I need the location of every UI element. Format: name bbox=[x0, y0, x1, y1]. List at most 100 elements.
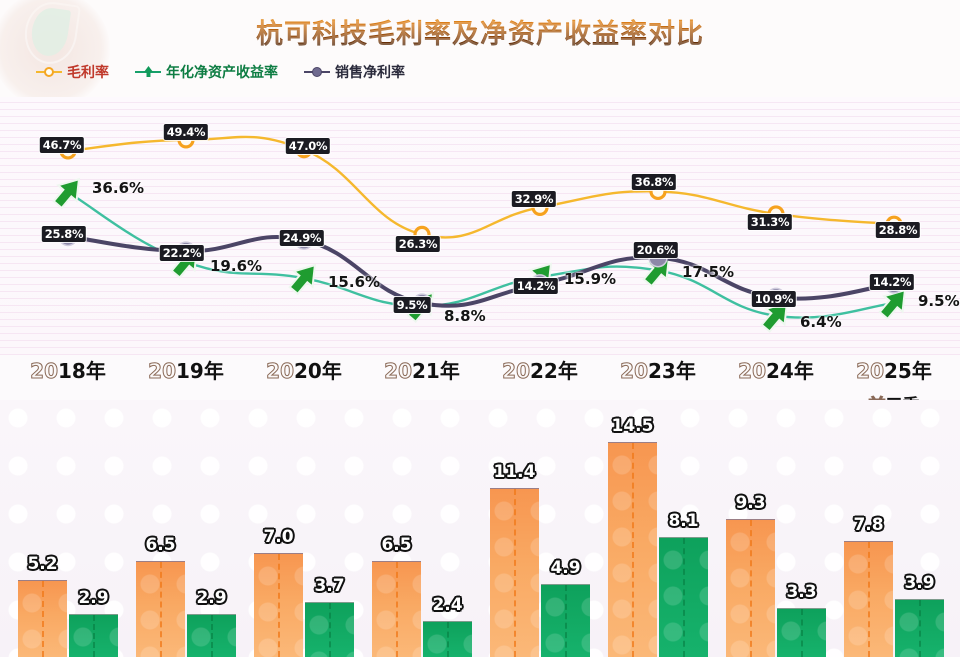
bar-center-dash bbox=[277, 554, 280, 657]
line-data-label: 15.6% bbox=[328, 273, 381, 292]
bar-net-profit bbox=[423, 621, 472, 657]
bar-net-profit bbox=[69, 614, 118, 657]
legend-label-gross-margin: 毛利率 bbox=[67, 65, 109, 81]
bar-center-dash bbox=[41, 580, 44, 657]
line-data-label: 17.5% bbox=[682, 263, 735, 282]
up-arrow-marker-icon bbox=[52, 177, 81, 210]
line-data-label: 26.3% bbox=[395, 236, 441, 253]
bar-center-dash bbox=[564, 585, 567, 657]
line-data-label: 19.6% bbox=[210, 256, 263, 275]
up-arrow-marker-icon bbox=[288, 263, 317, 296]
line-data-label: 49.4% bbox=[163, 123, 209, 140]
line-data-label: 31.3% bbox=[747, 213, 793, 230]
x-axis-tick: 2020年 bbox=[266, 355, 342, 384]
line-data-label: 8.8% bbox=[444, 307, 486, 325]
bar-data-label: 3.9 bbox=[904, 573, 935, 594]
bar-data-label: 2.4 bbox=[432, 595, 463, 616]
legend-label-roe: 年化净资产收益率 bbox=[166, 65, 278, 81]
x-axis-tick-label: 2018年 bbox=[30, 359, 106, 384]
header-banner: 杭可科技毛利率及净资产收益率对比 bbox=[0, 0, 960, 97]
line-data-label: 22.2% bbox=[159, 245, 205, 262]
filled-circle-marker-icon bbox=[304, 66, 330, 78]
x-axis-tick: 2019年 bbox=[148, 355, 224, 384]
x-axis-tick: 2024年 bbox=[738, 355, 814, 384]
page-title: 杭可科技毛利率及净资产收益率对比 bbox=[0, 12, 960, 51]
bar-center-dash bbox=[800, 609, 803, 657]
line-data-label: 28.8% bbox=[875, 222, 921, 239]
legend-label-net-margin: 销售净利率 bbox=[335, 65, 405, 81]
line-data-label: 10.9% bbox=[751, 291, 797, 308]
legend-item-net-margin[interactable]: 销售净利率 bbox=[304, 62, 405, 82]
bar-net-profit bbox=[895, 599, 944, 657]
line-data-label: 6.4% bbox=[800, 312, 842, 331]
x-axis-tick: 2018年 bbox=[30, 355, 106, 384]
x-axis-tick: 2021年 bbox=[384, 355, 460, 384]
bar-gross-profit bbox=[18, 579, 67, 657]
bar-center-dash bbox=[918, 600, 921, 657]
x-axis-tick: 2022年 bbox=[502, 355, 578, 384]
line-data-label: 24.9% bbox=[279, 230, 325, 247]
bar-data-label: 2.9 bbox=[196, 588, 227, 608]
x-axis-tick-label: 2023年 bbox=[620, 359, 696, 384]
up-arrow-marker-icon bbox=[878, 288, 907, 321]
x-axis: 2018年 2019年 2020年 2021年 2022年 2023年 2024年 2025年… bbox=[0, 355, 960, 417]
bar-data-label: 9.3 bbox=[735, 493, 766, 514]
x-axis-tick-label: 2020年 bbox=[266, 359, 342, 384]
x-axis-tick-label: 2021年 bbox=[384, 359, 460, 384]
line-data-label: 9.5% bbox=[918, 292, 960, 311]
bar-data-label: 3.7 bbox=[314, 576, 345, 597]
bar-data-label: 7.8 bbox=[853, 515, 884, 536]
line-data-label: 15.9% bbox=[564, 269, 617, 288]
bar-gross-profit bbox=[608, 442, 657, 657]
bar-net-profit bbox=[305, 602, 354, 657]
bar-data-label: 7.0 bbox=[263, 527, 294, 548]
bar-gross-profit bbox=[372, 560, 421, 657]
line-data-label: 14.2% bbox=[513, 277, 559, 294]
line-series-path bbox=[66, 135, 896, 239]
x-axis-tick-label: 2025年 bbox=[856, 359, 932, 384]
up-arrow-marker-icon bbox=[135, 66, 161, 78]
bar-net-profit bbox=[187, 614, 236, 657]
legend-item-roe[interactable]: 年化净资产收益率 bbox=[135, 62, 278, 82]
watermark-circle bbox=[0, 0, 110, 97]
bar-net-profit bbox=[777, 608, 826, 657]
bar-center-dash bbox=[210, 615, 213, 657]
bar-data-label: 4.9 bbox=[550, 558, 581, 579]
up-arrow-marker-icon bbox=[760, 301, 789, 333]
bar-data-label: 14.5 bbox=[611, 416, 654, 436]
line-data-label: 25.8% bbox=[41, 226, 87, 243]
donut-circle-marker-icon bbox=[36, 66, 62, 78]
bar-center-dash bbox=[513, 488, 516, 657]
x-axis-tick-label: 2019年 bbox=[148, 359, 224, 384]
bar-data-label: 3.3 bbox=[786, 582, 817, 603]
x-axis-tick-label: 2022年 bbox=[502, 359, 578, 384]
line-data-label: 9.5% bbox=[393, 297, 431, 314]
legend-item-gross-margin[interactable]: 毛利率 bbox=[36, 62, 109, 82]
bar-gross-profit bbox=[254, 553, 303, 657]
line-series-path bbox=[66, 191, 896, 319]
bar-gross-profit bbox=[490, 487, 539, 657]
line-data-label: 32.9% bbox=[511, 191, 557, 208]
bar-center-dash bbox=[867, 542, 870, 657]
bar-data-label: 2.9 bbox=[78, 588, 109, 608]
x-axis-tick-label: 2024年 bbox=[738, 359, 814, 384]
bar-net-profit bbox=[659, 536, 708, 657]
bar-gross-profit bbox=[844, 541, 893, 657]
line-data-label: 20.6% bbox=[633, 241, 679, 258]
bar-data-label: 6.5 bbox=[381, 534, 412, 555]
line-data-label: 36.8% bbox=[631, 174, 677, 191]
bar-data-label: 8.1 bbox=[668, 510, 699, 531]
line-chart-plot-area: 46.7% 49.4% 47.0% 26.3% 32.9% 36.8% 31.3% 28.8%… bbox=[0, 97, 960, 355]
line-data-label: 46.7% bbox=[39, 136, 85, 153]
bar-gross-profit bbox=[136, 560, 185, 657]
bar-center-dash bbox=[682, 537, 685, 657]
bar-data-label: 11.4 bbox=[493, 461, 536, 482]
line-data-label: 36.6% bbox=[92, 179, 145, 198]
line-chart-legend: 毛利率 年化净资产收益率 销售净利率 bbox=[36, 62, 405, 82]
bar-center-dash bbox=[92, 615, 95, 657]
bar-gross-profit bbox=[726, 519, 775, 657]
bar-center-dash bbox=[328, 603, 331, 657]
bar-center-dash bbox=[446, 622, 449, 657]
bar-center-dash bbox=[159, 561, 162, 657]
